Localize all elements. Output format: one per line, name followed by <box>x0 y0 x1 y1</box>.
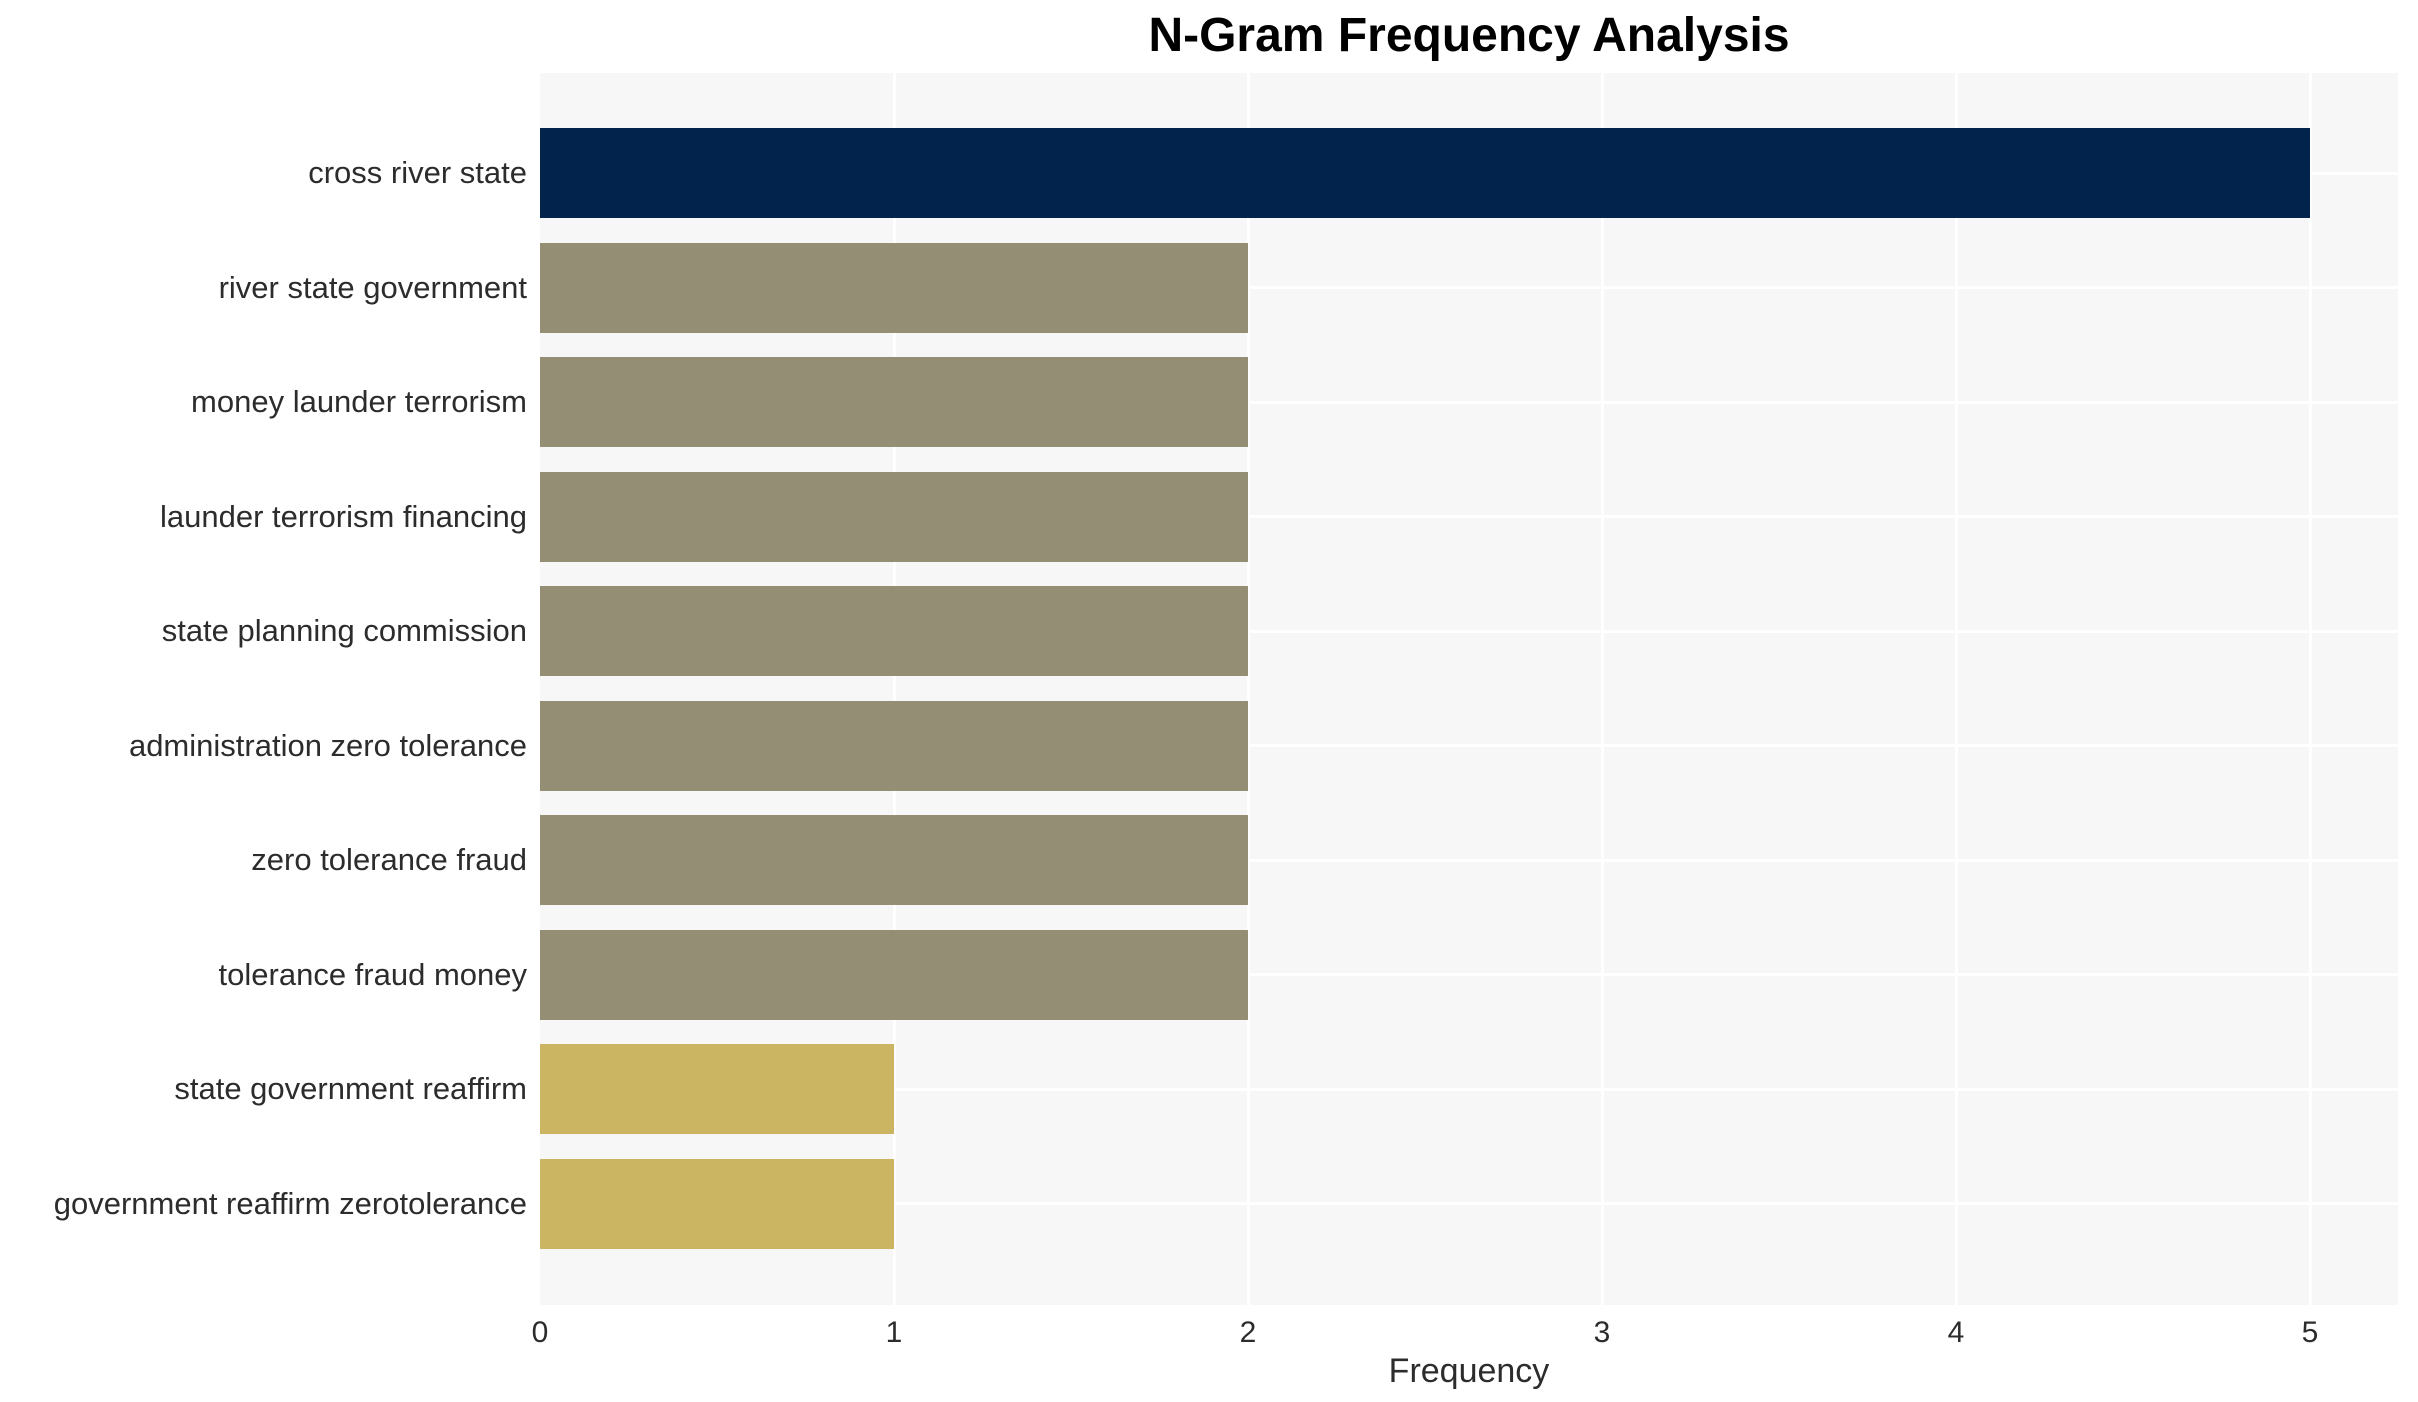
x-axis-tick-label: 0 <box>531 1316 549 1349</box>
gridline-vertical <box>1954 73 1958 1305</box>
bar <box>540 815 1248 905</box>
gridline-horizontal <box>540 973 2398 976</box>
x-axis-title: Frequency <box>1388 1352 1550 1390</box>
y-axis-label: launder terrorism financing <box>159 498 527 534</box>
bar <box>540 1158 894 1249</box>
gridline-horizontal <box>540 286 2398 289</box>
gridline-vertical <box>892 73 896 1305</box>
gridline-horizontal <box>540 858 2398 862</box>
gridline-vertical <box>2308 73 2312 1305</box>
x-axis-tick-label: 1 <box>885 1316 903 1349</box>
gridline-horizontal <box>540 629 2398 633</box>
gridline-vertical <box>1246 73 1250 1305</box>
y-axis-label: state planning commission <box>161 613 527 648</box>
y-axis-label: money launder terrorism <box>191 384 527 419</box>
x-axis-tick-label: 5 <box>2301 1316 2319 1349</box>
y-axis-label: state government reaffirm <box>174 1071 527 1106</box>
y-axis-label: cross river state <box>308 155 527 190</box>
gridline-horizontal <box>540 400 2398 404</box>
chart-title: N-Gram Frequency Analysis <box>1148 9 1790 62</box>
gridline-horizontal <box>540 1087 2398 1091</box>
gridline-horizontal <box>540 515 2398 518</box>
bar <box>540 929 1248 1020</box>
x-axis-tick-label: 2 <box>1239 1316 1257 1349</box>
plot-area <box>540 73 2398 1305</box>
y-axis-label: tolerance fraud money <box>218 956 527 992</box>
gridline-horizontal <box>540 1202 2398 1205</box>
y-axis-label: zero tolerance fraud <box>251 842 527 877</box>
bar <box>540 471 1248 562</box>
bar <box>540 242 1248 333</box>
y-axis-label: river state government <box>218 269 527 305</box>
bar <box>540 700 1248 791</box>
gridline-vertical <box>1600 73 1604 1305</box>
bar <box>540 1044 894 1134</box>
x-axis-tick-label: 3 <box>1593 1316 1611 1349</box>
bar <box>540 128 2310 218</box>
y-axis-label: administration zero tolerance <box>128 727 527 763</box>
x-axis-tick-label: 4 <box>1947 1316 1965 1349</box>
bar <box>540 357 1248 447</box>
y-axis-label: government reaffirm zerotolerance <box>53 1185 527 1221</box>
gridline-horizontal <box>540 744 2398 747</box>
bar <box>540 586 1248 676</box>
